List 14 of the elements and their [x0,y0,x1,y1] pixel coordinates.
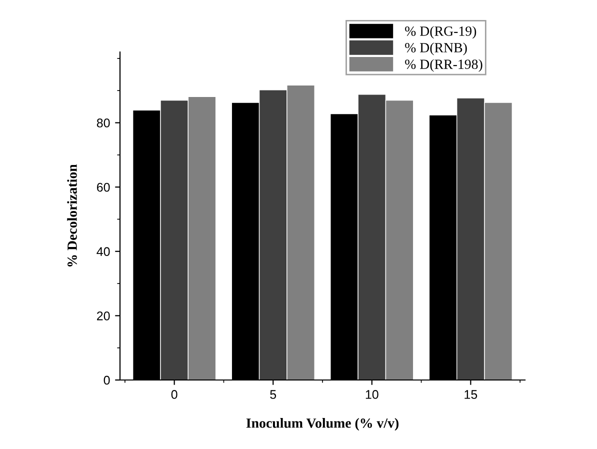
y-tick-label: 80 [96,118,110,128]
legend-label: % D(RNB) [405,42,467,56]
x-axis-title: Inoculum Volume (% v/v) [246,418,398,431]
y-tick-label: 40 [96,247,110,256]
legend-label: % D(RR-198) [405,59,482,72]
y-tick-label: 20 [97,311,110,320]
legend-label: % D(RG-19) [405,26,476,39]
y-tick-label: 0 [104,376,110,385]
x-tick-label: 5 [270,390,276,399]
y-tick-label: 60 [97,182,110,192]
x-tick-label: 10 [366,390,378,399]
x-tick-label: 0 [171,390,178,399]
x-tick-label: 15 [464,390,478,399]
y-axis-title: % Decolorization [67,164,77,266]
